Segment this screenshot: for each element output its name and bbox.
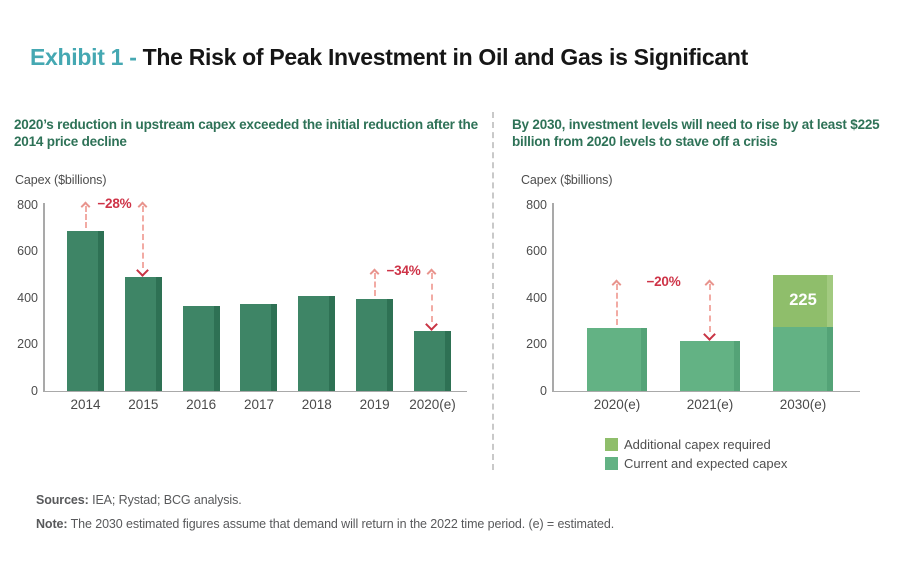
bar-2020(e)-current bbox=[587, 328, 647, 391]
right-y-axis-title: Capex ($billions) bbox=[521, 173, 613, 187]
x-axis-line bbox=[552, 390, 860, 392]
annotation-line-to-2021(e) bbox=[709, 283, 711, 332]
legend-label-current: Current and expected capex bbox=[624, 456, 788, 471]
x-label-2014: 2014 bbox=[70, 397, 101, 412]
annotation-line-from-2020(e) bbox=[616, 283, 618, 326]
x-label-2020(e): 2020(e) bbox=[409, 397, 456, 412]
exhibit-title-text: The Risk of Peak Investment in Oil and G… bbox=[142, 44, 749, 70]
annotation-cap-2019 bbox=[369, 268, 380, 279]
page-title: Exhibit 1 - The Risk of Peak Investment i… bbox=[30, 44, 870, 71]
y-tick-0: 0 bbox=[540, 383, 547, 398]
annotation-line-to-2020(e) bbox=[431, 273, 434, 322]
x-label-2015: 2015 bbox=[128, 397, 159, 412]
bar-2017 bbox=[240, 303, 278, 391]
y-tick-200: 200 bbox=[17, 337, 38, 351]
y-tick-400: 400 bbox=[17, 290, 38, 305]
annotation-cap-2020(e) bbox=[611, 279, 622, 290]
annotation-label-−20%: −20% bbox=[646, 273, 681, 289]
annotation-line-to-2015 bbox=[142, 206, 145, 269]
estimation-note: Note: The 2030 estimated figures assume … bbox=[36, 517, 614, 531]
panel-divider bbox=[492, 112, 494, 470]
annotation-cap-2014 bbox=[80, 201, 90, 212]
left-y-axis-title: Capex ($billions) bbox=[15, 173, 107, 187]
bar-2018 bbox=[298, 295, 336, 391]
exhibit-number: Exhibit 1 - bbox=[30, 44, 137, 70]
x-label-2018: 2018 bbox=[301, 397, 332, 412]
annotation-arrowhead-2015 bbox=[135, 264, 149, 277]
bar-value-label-225: 225 bbox=[789, 290, 817, 309]
annotation-label-−34%: −34% bbox=[386, 263, 421, 279]
x-label-2020(e): 2020(e) bbox=[593, 397, 641, 412]
bar-2015 bbox=[124, 277, 162, 391]
y-tick-800: 800 bbox=[526, 197, 547, 212]
annotation-cap-2020(e) bbox=[427, 268, 437, 279]
left-chart-title: 2020’s reduction in upstream capex excee… bbox=[14, 117, 478, 149]
bar-2016 bbox=[182, 306, 220, 391]
annotation-cap-2021(e) bbox=[704, 279, 715, 290]
note-text: The 2030 estimated figures assume that d… bbox=[67, 517, 615, 531]
legend-swatch-additional bbox=[605, 438, 618, 451]
sources-text: IEA; Rystad; BCG analysis. bbox=[88, 493, 242, 507]
y-tick-600: 600 bbox=[526, 244, 547, 258]
bar-2020(e) bbox=[413, 330, 451, 391]
y-tick-400: 400 bbox=[526, 290, 547, 305]
bar-2030(e)-additional bbox=[773, 274, 833, 328]
y-tick-0: 0 bbox=[31, 383, 38, 398]
x-label-2017: 2017 bbox=[243, 397, 274, 412]
x-label-2016: 2016 bbox=[186, 397, 217, 412]
x-label-2021(e): 2021(e) bbox=[686, 397, 734, 412]
legend-swatch-current bbox=[605, 457, 618, 470]
bar-2030(e)-current bbox=[773, 327, 833, 391]
y-tick-800: 800 bbox=[17, 197, 38, 212]
bar-2021(e)-current bbox=[680, 341, 740, 391]
y-axis-line bbox=[552, 203, 554, 391]
y-axis-line bbox=[43, 203, 45, 391]
annotation-cap-2015 bbox=[137, 201, 148, 212]
y-tick-200: 200 bbox=[526, 337, 547, 351]
annotation-line-from-2019 bbox=[373, 273, 376, 297]
bar-2019 bbox=[356, 299, 394, 391]
legend-label-additional: Additional capex required bbox=[624, 437, 771, 452]
bar-2014 bbox=[67, 230, 104, 391]
y-tick-600: 600 bbox=[17, 244, 38, 258]
x-label-2030(e): 2030(e) bbox=[779, 397, 827, 412]
sources-note: Sources: IEA; Rystad; BCG analysis. bbox=[36, 493, 242, 507]
annotation-line-from-2014 bbox=[84, 206, 87, 228]
annotation-arrowhead-2021(e) bbox=[702, 328, 716, 341]
sources-label: Sources: bbox=[36, 493, 89, 507]
x-axis-line bbox=[43, 390, 467, 392]
right-chart-title: By 2030, investment levels will need to … bbox=[512, 117, 880, 149]
note-label: Note: bbox=[36, 517, 68, 531]
annotation-label-−28%: −28% bbox=[97, 196, 132, 211]
annotation-arrowhead-2020(e) bbox=[425, 317, 438, 331]
x-label-2019: 2019 bbox=[359, 397, 390, 412]
